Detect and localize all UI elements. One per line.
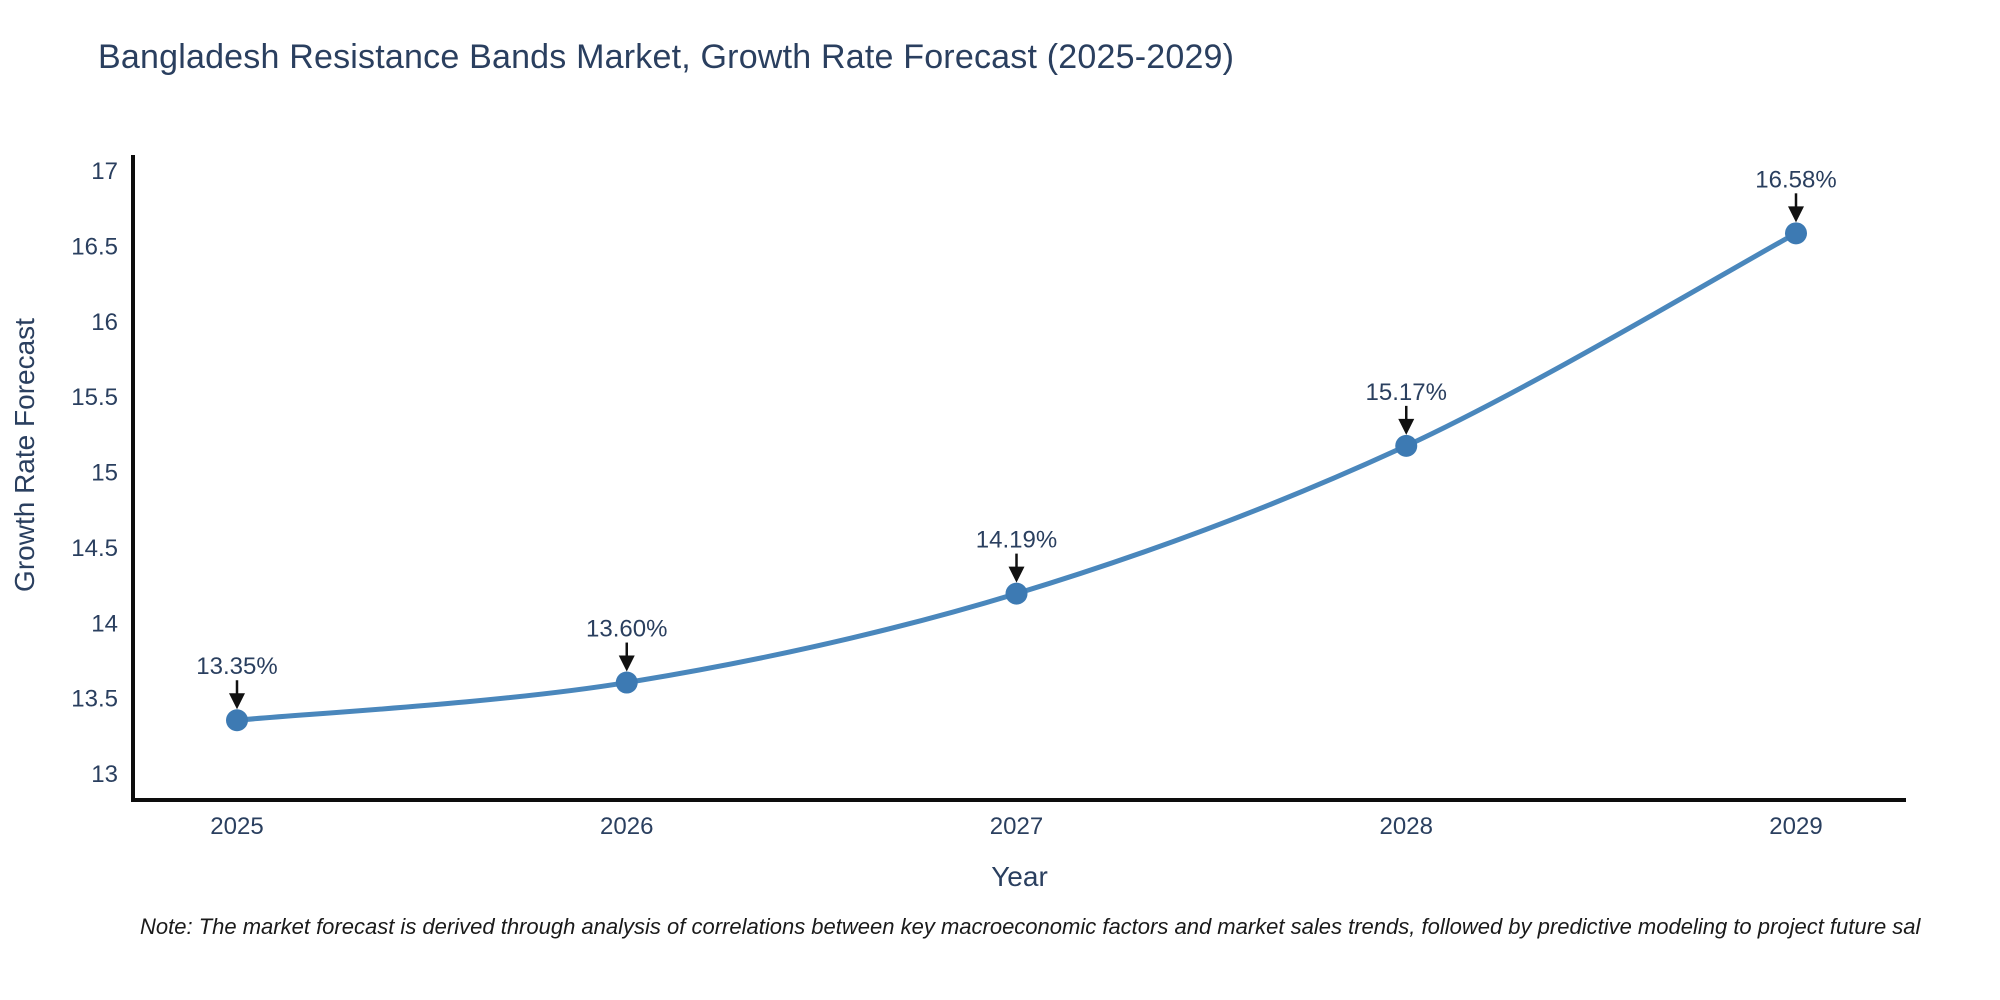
point-annotation-label: 13.60% xyxy=(586,616,667,643)
y-tick-label: 14.5 xyxy=(71,535,118,562)
annotation-arrow-head xyxy=(618,655,635,672)
x-tick-label: 2029 xyxy=(1769,813,1822,840)
data-point-2028[interactable] xyxy=(1395,434,1418,457)
y-tick-label: 13.5 xyxy=(71,686,118,713)
y-tick-label: 14 xyxy=(91,610,118,637)
trend-line xyxy=(234,230,1799,723)
y-tick-label: 16.5 xyxy=(71,233,118,260)
data-point-2027[interactable] xyxy=(1005,582,1028,605)
data-point-2029[interactable] xyxy=(1785,222,1807,245)
point-annotation-label: 13.35% xyxy=(196,653,277,680)
annotation-arrow-head xyxy=(1788,206,1804,223)
point-annotation-label: 15.17% xyxy=(1366,379,1447,406)
annotation-arrow-head xyxy=(229,693,245,710)
point-annotation-label: 14.19% xyxy=(976,527,1057,554)
footnote: Note: The market forecast is derived thr… xyxy=(140,914,1921,939)
x-tick-label: 2026 xyxy=(600,813,653,840)
data-point-2025[interactable] xyxy=(226,709,248,732)
y-tick-label: 15.5 xyxy=(71,384,118,411)
x-tick-label: 2028 xyxy=(1380,813,1433,840)
y-tick-label: 17 xyxy=(91,158,118,185)
x-tick-label: 2025 xyxy=(210,813,263,840)
y-tick-label: 15 xyxy=(91,460,118,487)
y-tick-label: 13 xyxy=(91,761,118,788)
x-tick-label: 2027 xyxy=(990,813,1043,840)
y-axis-title: Growth Rate Forecast xyxy=(9,318,40,592)
annotation-arrow-head xyxy=(1008,566,1025,583)
point-annotation-label: 16.58% xyxy=(1755,166,1836,193)
data-point-2026[interactable] xyxy=(615,671,638,694)
x-axis-title: Year xyxy=(991,861,1048,892)
y-tick-label: 16 xyxy=(91,309,118,336)
chart-title: Bangladesh Resistance Bands Market, Grow… xyxy=(98,38,1235,76)
annotation-arrow-head xyxy=(1398,418,1415,435)
